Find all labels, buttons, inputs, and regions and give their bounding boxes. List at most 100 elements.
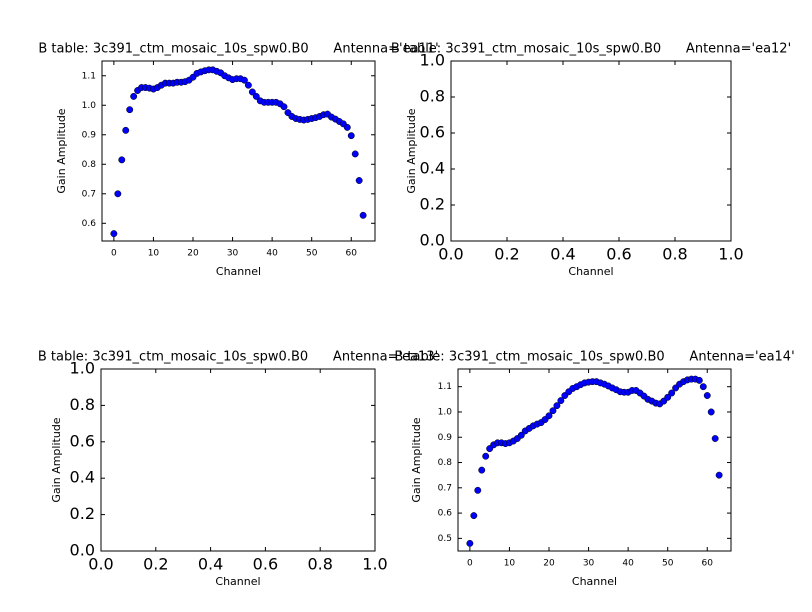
y-axis-label: Gain Amplitude bbox=[410, 417, 423, 502]
data-point bbox=[553, 402, 561, 410]
data-point bbox=[517, 431, 525, 439]
x-tick-label: 0.2 bbox=[143, 555, 168, 574]
data-point bbox=[110, 230, 118, 238]
plot-area bbox=[451, 61, 731, 241]
subplot: 0 10 20 30 40 50 60 0.6 0.7 0.8 0.9 1.0 1.1 Channel Ga… bbox=[38, 42, 438, 279]
x-tick-label: 20 bbox=[543, 559, 555, 569]
x-axis-label: Channel bbox=[216, 265, 261, 278]
x-tick-label: 0.4 bbox=[198, 555, 223, 574]
y-axis-label: Gain Amplitude bbox=[405, 108, 418, 193]
data-point bbox=[126, 106, 134, 114]
x-tick-label: 50 bbox=[306, 249, 318, 259]
data-point bbox=[355, 177, 363, 184]
x-tick-label: 60 bbox=[702, 559, 714, 569]
y-tick-label: 0.0 bbox=[70, 541, 95, 560]
data-point bbox=[343, 123, 351, 131]
y-tick-label: 0.0 bbox=[420, 231, 445, 250]
x-axis-label: Channel bbox=[215, 575, 260, 588]
data-point bbox=[351, 150, 359, 158]
x-tick-label: 0.2 bbox=[494, 245, 519, 264]
y-tick-label: 0.8 bbox=[82, 160, 97, 170]
axes-frame bbox=[457, 368, 732, 552]
data-point bbox=[244, 81, 252, 89]
x-tick-label: 40 bbox=[266, 249, 278, 259]
y-tick-label: 0.8 bbox=[70, 395, 95, 414]
y-axis-label: Gain Amplitude bbox=[50, 417, 63, 502]
y-tick-label: 0.7 bbox=[438, 483, 452, 493]
data-point bbox=[347, 132, 355, 140]
plot-area bbox=[101, 369, 375, 551]
data-point bbox=[695, 376, 703, 384]
data-point bbox=[470, 512, 478, 520]
data-point bbox=[549, 407, 557, 415]
chart-title: B table: 3c391_ctm_mosaic_10s_spw0.B0 An… bbox=[38, 42, 438, 57]
y-tick-label: 0.2 bbox=[70, 504, 95, 523]
axes-frame bbox=[450, 60, 732, 242]
data-point bbox=[359, 211, 367, 219]
data-point bbox=[280, 103, 288, 111]
x-tick-label: 0 bbox=[467, 559, 473, 569]
x-tick-label: 0.8 bbox=[307, 555, 332, 574]
axes-frame bbox=[101, 60, 376, 242]
data-point bbox=[248, 88, 256, 96]
y-tick-label: 0.6 bbox=[420, 123, 445, 142]
x-tick-label: 30 bbox=[227, 249, 239, 259]
x-tick-label: 1.0 bbox=[362, 555, 387, 574]
y-tick-label: 0.7 bbox=[82, 189, 96, 199]
data-point bbox=[664, 393, 672, 401]
y-tick-label: 0.4 bbox=[70, 468, 95, 487]
data-point bbox=[711, 435, 719, 442]
data-point bbox=[478, 466, 486, 474]
axes-frame bbox=[100, 368, 376, 552]
data-point bbox=[114, 190, 122, 198]
y-tick-label: 0.6 bbox=[438, 509, 453, 519]
x-tick-label: 0 bbox=[111, 249, 117, 259]
x-tick-label: 1.0 bbox=[718, 245, 743, 264]
x-tick-label: 0.0 bbox=[88, 555, 113, 574]
y-tick-label: 1.0 bbox=[82, 101, 97, 111]
chart-title: B table: 3c391_ctm_mosaic_10s_spw0.B0 An… bbox=[394, 350, 794, 365]
data-point bbox=[252, 92, 260, 100]
data-point bbox=[240, 76, 248, 84]
subplot: 0 10 20 30 40 50 60 0.5 0.6 0.7 0.8 0.9 1.0 1.1 Channe… bbox=[394, 350, 794, 589]
data-point bbox=[715, 471, 723, 479]
x-tick-label: 60 bbox=[346, 249, 358, 259]
x-tick-label: 0.4 bbox=[550, 245, 575, 264]
y-tick-label: 1.1 bbox=[438, 382, 452, 392]
y-tick-label: 0.2 bbox=[420, 195, 445, 214]
x-tick-label: 40 bbox=[622, 559, 634, 569]
y-tick-label: 0.8 bbox=[420, 87, 445, 106]
y-tick-label: 1.0 bbox=[438, 407, 453, 417]
data-point bbox=[482, 452, 490, 460]
x-tick-label: 10 bbox=[504, 559, 516, 569]
chart-title: B table: 3c391_ctm_mosaic_10s_spw0.B0 An… bbox=[38, 350, 438, 365]
subplot: 0.0 0.2 0.4 0.6 0.8 1.0 0.0 0.2 0.4 0.6 0.8 1.0 Chan… bbox=[38, 350, 438, 589]
data-point bbox=[122, 126, 130, 134]
data-point bbox=[466, 539, 474, 547]
data-point bbox=[668, 389, 676, 397]
y-tick-label: 0.6 bbox=[82, 219, 97, 229]
data-point bbox=[707, 408, 715, 416]
x-tick-label: 50 bbox=[662, 559, 674, 569]
x-tick-label: 0.0 bbox=[438, 245, 463, 264]
x-axis-label: Channel bbox=[572, 575, 617, 588]
plot-area bbox=[458, 369, 731, 551]
y-tick-label: 0.9 bbox=[82, 130, 97, 140]
y-tick-label: 0.8 bbox=[438, 458, 453, 468]
plot-area bbox=[102, 61, 375, 241]
data-point bbox=[557, 397, 565, 405]
x-tick-label: 20 bbox=[187, 249, 199, 259]
data-point bbox=[130, 92, 138, 100]
x-tick-label: 0.6 bbox=[253, 555, 278, 574]
data-point bbox=[699, 383, 707, 391]
data-point bbox=[703, 392, 711, 399]
data-point bbox=[545, 412, 553, 420]
y-tick-label: 1.1 bbox=[82, 71, 96, 81]
y-axis-label: Gain Amplitude bbox=[55, 108, 68, 193]
x-tick-label: 30 bbox=[583, 559, 595, 569]
y-tick-label: 0.6 bbox=[70, 431, 95, 450]
data-point bbox=[474, 486, 482, 494]
y-tick-label: 1.0 bbox=[70, 359, 95, 378]
